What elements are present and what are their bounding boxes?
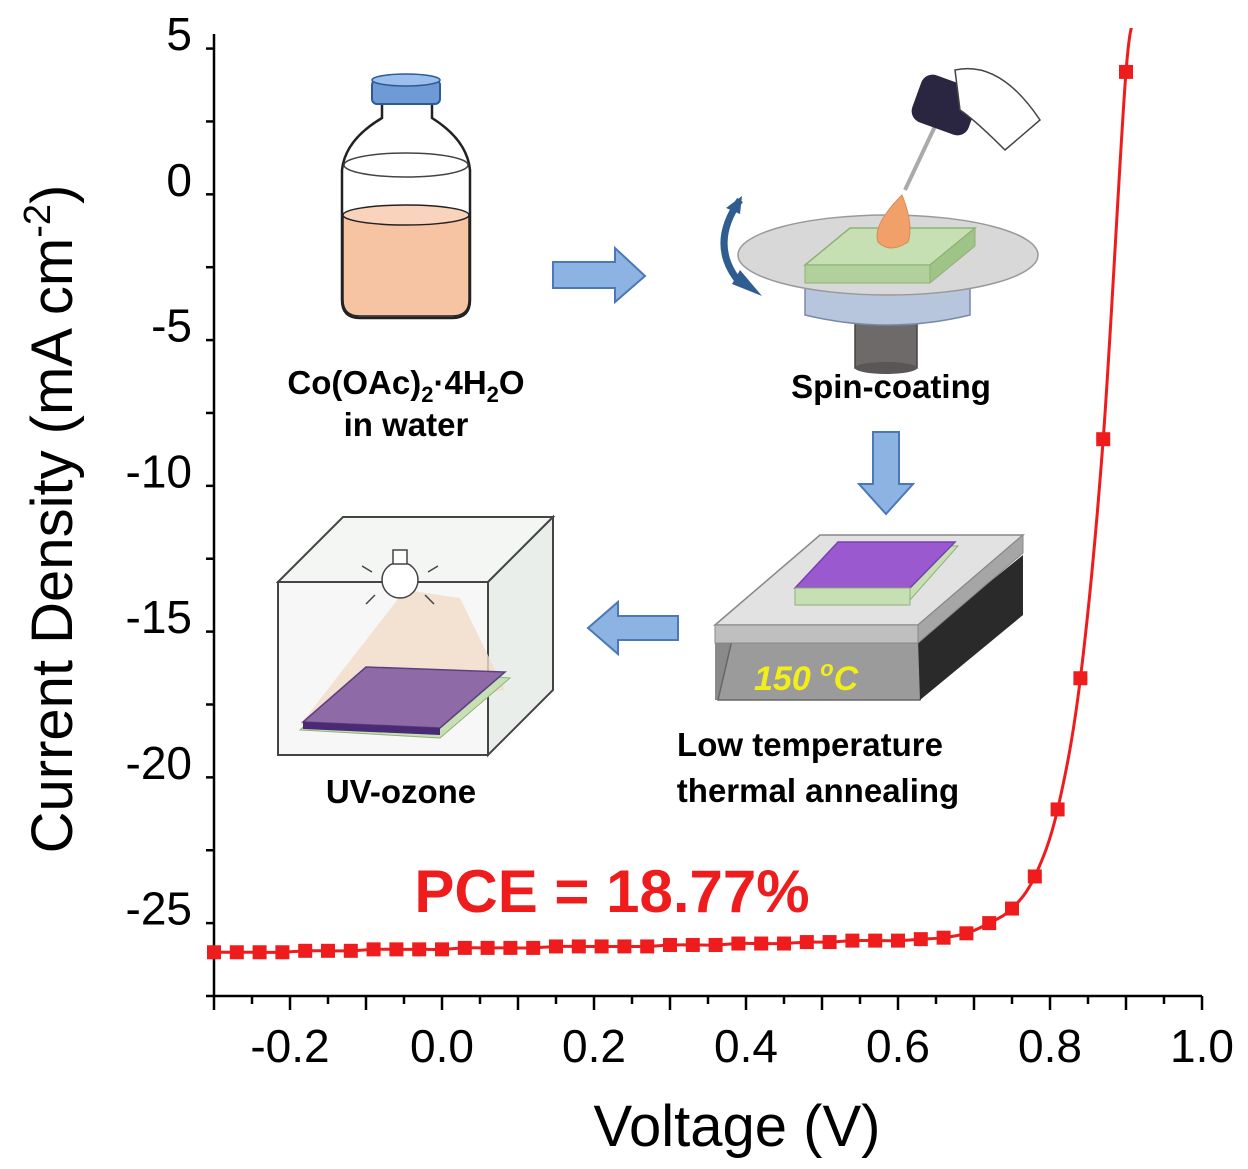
y-tick-label: -15 [126, 591, 192, 643]
uv-chamber-icon [275, 514, 556, 758]
data-point [640, 939, 655, 954]
process-schematic: Co(OAc)2·4H2O in water Spin-coating [275, 67, 1041, 810]
y-axis-title: Current Density (mA cm-2) [17, 185, 85, 854]
data-point [663, 937, 677, 952]
data-point [868, 933, 883, 948]
step3-label-line1: Low temperature [677, 726, 943, 763]
data-point [366, 942, 381, 957]
x-tick-label: 0.8 [1018, 1020, 1082, 1072]
hotplate-icon [712, 533, 1026, 701]
x-tick-label: 0.4 [714, 1020, 778, 1072]
step3-label-line2: thermal annealing [677, 772, 959, 809]
data-point [503, 940, 518, 955]
x-tick-label: -0.2 [250, 1020, 329, 1072]
data-point [207, 945, 221, 960]
step1-label-line2: in water [344, 406, 469, 443]
data-point [936, 930, 951, 945]
data-point [777, 936, 791, 951]
data-point [891, 933, 905, 948]
x-tick-label: 1.0 [1170, 1020, 1234, 1072]
data-point [1027, 869, 1042, 884]
data-point [1050, 802, 1065, 817]
data-point [457, 940, 472, 955]
data-point [1073, 671, 1088, 686]
data-point [822, 935, 837, 950]
data-point [435, 942, 449, 957]
data-point [480, 940, 495, 955]
y-tick-label: 0 [166, 154, 192, 206]
data-point [321, 943, 335, 958]
x-axis-title: Voltage (V) [594, 1094, 881, 1159]
spin-coater-icon [720, 67, 1041, 374]
step2-label: Spin-coating [791, 368, 991, 405]
data-marks [207, 28, 1133, 960]
data-point [412, 942, 427, 957]
data-point [343, 943, 358, 958]
bottle-icon [340, 73, 472, 320]
axes: -0.2 0.0 0.2 0.4 0.6 0.8 1.0 5 0 -5 -10 -15 -20 -25 [126, 8, 1234, 1072]
data-point [685, 937, 700, 952]
data-point [845, 933, 860, 948]
temperature-label: 150 oC [754, 656, 859, 698]
x-tick-label: 0.6 [866, 1020, 930, 1072]
data-point [389, 942, 404, 957]
data-point [526, 940, 541, 955]
x-tick-label: 0.0 [410, 1020, 474, 1072]
data-point [754, 936, 769, 951]
data-point [1096, 432, 1111, 447]
data-point [594, 939, 609, 954]
arrow-down-icon [856, 431, 916, 516]
data-point [708, 937, 723, 952]
x-tick-label: 0.2 [562, 1020, 626, 1072]
data-point [913, 932, 928, 947]
step4-label: UV-ozone [326, 773, 476, 810]
data-point [799, 935, 814, 950]
y-tick-label: 5 [166, 8, 192, 60]
arrow-right-icon [552, 245, 647, 305]
data-point [252, 945, 267, 960]
data-point [229, 945, 244, 960]
y-tick-label: -25 [126, 883, 192, 935]
data-point [731, 936, 746, 951]
y-tick-label: -5 [151, 300, 192, 352]
pce-annotation: PCE = 18.77% [414, 858, 809, 925]
step1-label: Co(OAc)2·4H2O [287, 364, 524, 407]
data-point [617, 939, 632, 954]
data-point [275, 945, 290, 960]
data-point [549, 939, 563, 954]
data-point [982, 916, 997, 931]
data-point [1005, 901, 1019, 916]
y-tick-label: -20 [126, 737, 192, 789]
data-point [959, 926, 974, 941]
data-point [1119, 64, 1133, 79]
y-tick-label: -10 [126, 445, 192, 497]
arrow-left-icon [586, 599, 679, 657]
data-point [298, 943, 313, 958]
data-point [571, 939, 586, 954]
